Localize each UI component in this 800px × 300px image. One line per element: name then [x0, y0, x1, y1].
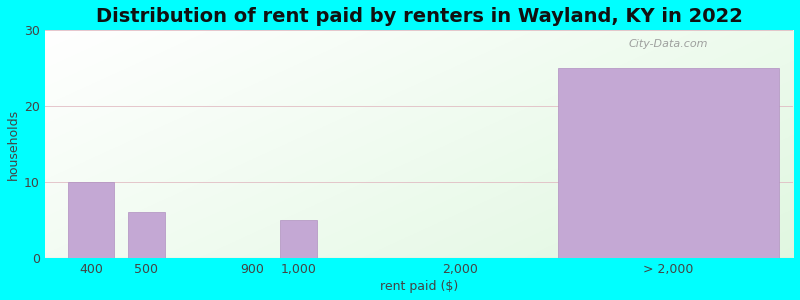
Bar — [558, 68, 779, 258]
Title: Distribution of rent paid by renters in Wayland, KY in 2022: Distribution of rent paid by renters in … — [95, 7, 742, 26]
Bar — [128, 212, 165, 258]
Bar — [280, 220, 318, 258]
Text: City-Data.com: City-Data.com — [629, 39, 708, 50]
Y-axis label: households: households — [7, 109, 20, 180]
X-axis label: rent paid ($): rent paid ($) — [380, 280, 458, 293]
Bar — [68, 182, 114, 258]
